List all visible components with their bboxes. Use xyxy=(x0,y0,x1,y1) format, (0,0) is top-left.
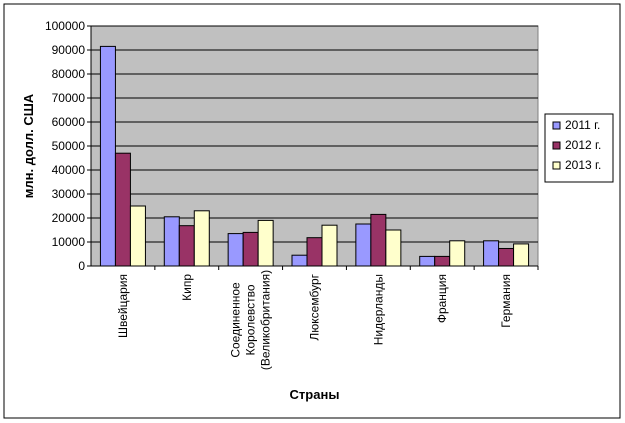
legend-label: 2011 г. xyxy=(565,118,600,132)
y-tick-label: 80000 xyxy=(52,67,86,81)
axes xyxy=(87,25,539,270)
x-axis-title: Страны xyxy=(290,387,340,402)
bar xyxy=(193,210,210,267)
bar xyxy=(355,223,372,267)
y-tick-labels: 0 10000 20000 30000 40000 50000 60000 70000 8000… xyxy=(45,19,85,273)
legend-label: 2012 г. xyxy=(565,138,601,152)
y-tick-label: 40000 xyxy=(52,163,86,177)
bar xyxy=(449,240,466,267)
x-tick-label-group: Люксембург xyxy=(308,273,322,340)
bar xyxy=(178,225,195,267)
x-tick-label-group: Германия xyxy=(499,274,513,328)
bar xyxy=(385,229,402,267)
bar xyxy=(291,254,308,267)
x-tick-label-group: Кипр xyxy=(180,274,194,301)
y-tick-label: 30000 xyxy=(52,187,86,201)
x-tick-label: Королевство xyxy=(244,284,258,355)
x-tick-label: Германия xyxy=(499,274,513,328)
legend: 2011 г. 2012 г. 2013 г. xyxy=(544,113,614,183)
y-tick-label: 0 xyxy=(78,259,85,273)
y-tick-label: 20000 xyxy=(52,211,86,225)
bar xyxy=(114,152,131,267)
x-tick-label: Кипр xyxy=(180,274,194,301)
bar xyxy=(483,240,500,267)
y-tick-label: 10000 xyxy=(52,235,86,249)
bar xyxy=(306,237,323,267)
y-tick-label: 70000 xyxy=(52,91,86,105)
bar xyxy=(163,216,180,267)
y-axis-title: млн. долл. США xyxy=(21,93,36,198)
x-tick-label: Люксембург xyxy=(308,273,322,340)
bars xyxy=(99,45,530,267)
bar xyxy=(227,233,244,267)
x-tick-label-group: Франция xyxy=(435,274,449,323)
x-tick-label-group: Швейцария xyxy=(116,274,130,338)
gridlines xyxy=(91,25,538,243)
y-tick-label: 60000 xyxy=(52,115,86,129)
bar xyxy=(498,247,515,267)
bar xyxy=(99,45,116,267)
legend-swatch xyxy=(552,141,561,150)
x-tick-label-group: Нидерланды xyxy=(371,274,385,345)
x-tick-label: Нидерланды xyxy=(371,274,385,345)
bar xyxy=(434,255,451,267)
legend-label: 2013 г. xyxy=(565,158,601,172)
legend-swatch xyxy=(552,121,561,130)
y-tick-label: 90000 xyxy=(52,43,86,57)
bar xyxy=(321,224,338,267)
y-tick-label: 100000 xyxy=(45,19,85,33)
x-tick-label: (Великобритания) xyxy=(259,270,273,370)
bar xyxy=(513,243,530,267)
bar xyxy=(242,231,259,267)
legend-swatch xyxy=(552,161,561,170)
x-tick-label: Соединенное xyxy=(229,282,243,358)
x-tick-label-group: Соединенное Королевство (Великобритания) xyxy=(229,270,273,370)
bar xyxy=(419,255,436,267)
bar xyxy=(370,213,387,267)
x-tick-labels: Швейцария Кипр Соединенное Королевство (Вели… xyxy=(116,270,513,370)
bar xyxy=(257,219,274,267)
x-tick-label: Швейцария xyxy=(116,274,130,338)
y-tick-label: 50000 xyxy=(52,139,86,153)
bar xyxy=(129,205,146,267)
x-tick-label: Франция xyxy=(435,274,449,323)
